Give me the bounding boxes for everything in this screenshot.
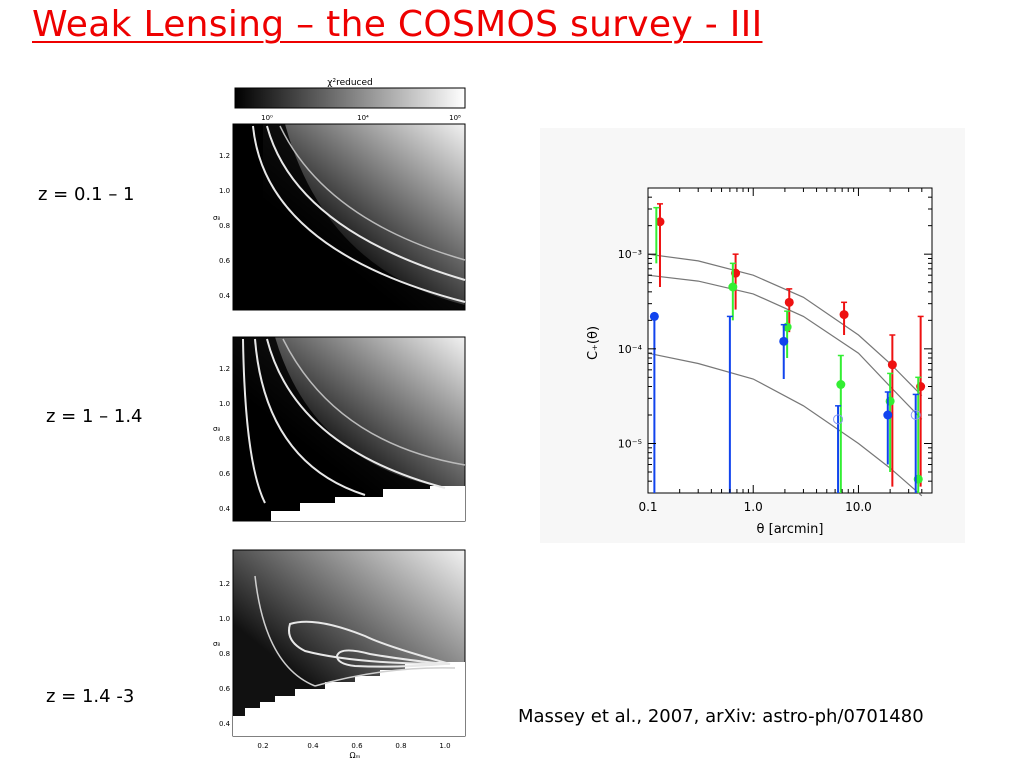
y-tick-label: 10⁻⁴ xyxy=(618,343,643,356)
data-point xyxy=(836,380,846,390)
colorbar-tick: 10⁸ xyxy=(449,114,461,122)
colorbar: χ²reduced 10⁰ 10⁴ 10⁸ xyxy=(234,78,466,122)
data-point xyxy=(655,217,665,227)
x-tick: 1.0 xyxy=(439,742,450,750)
x-tick: 0.6 xyxy=(351,742,363,750)
y-tick: 0.4 xyxy=(219,505,231,513)
y-tick-label: 10⁻³ xyxy=(618,248,642,261)
y-axis-label: σ₈ xyxy=(213,214,220,222)
data-point xyxy=(784,297,794,307)
y-tick: 0.8 xyxy=(219,435,230,443)
data-point xyxy=(833,414,844,425)
y-tick: 1.2 xyxy=(219,365,230,373)
y-tick: 0.8 xyxy=(219,222,230,230)
x-tick: 0.2 xyxy=(257,742,268,750)
x-axis-label: Ωₘ xyxy=(349,751,360,760)
data-point xyxy=(728,282,738,292)
data-point xyxy=(839,310,849,320)
colorbar-tick: 10⁴ xyxy=(357,114,369,122)
y-tick: 0.4 xyxy=(219,720,231,728)
citation: Massey et al., 2007, arXiv: astro-ph/070… xyxy=(518,706,924,727)
y-axis-label: C₊(θ) xyxy=(586,326,601,360)
redshift-label-2: z = 1 – 1.4 xyxy=(46,406,143,427)
y-tick: 0.6 xyxy=(219,470,231,478)
redshift-label-3: z = 1.4 -3 xyxy=(46,686,135,707)
y-tick: 1.2 xyxy=(219,580,230,588)
x-tick-label: 0.1 xyxy=(638,500,657,514)
x-tick-label: 10.0 xyxy=(845,500,872,514)
colorbar-tick: 10⁰ xyxy=(261,114,273,122)
y-tick: 0.6 xyxy=(219,257,231,265)
colorbar-label: χ²reduced xyxy=(327,78,372,88)
correlation-chart: 0.1 1.0 10.0 10⁻³ 10⁻⁴ 10⁻⁵ θ [arcmin] C₊(θ) xyxy=(540,128,965,543)
y-tick: 0.6 xyxy=(219,685,231,693)
data-point xyxy=(883,410,893,420)
slide-title: Weak Lensing – the COSMOS survey - III xyxy=(32,4,763,45)
x-tick: 0.8 xyxy=(395,742,406,750)
redshift-label-1: z = 0.1 – 1 xyxy=(38,184,135,205)
y-tick: 1.0 xyxy=(219,400,230,408)
x-axis-label: θ [arcmin] xyxy=(757,522,824,537)
y-tick: 1.0 xyxy=(219,615,230,623)
y-tick: 1.2 xyxy=(219,152,230,160)
x-tick-label: 1.0 xyxy=(744,500,763,514)
y-tick: 1.0 xyxy=(219,187,230,195)
contour-panel-2: σ₈ 1.2 1.0 0.8 0.6 0.4 xyxy=(213,336,466,522)
data-point xyxy=(910,410,921,421)
contour-panel-1: σ₈ 1.2 1.0 0.8 0.6 0.4 xyxy=(213,123,466,311)
y-tick: 0.8 xyxy=(219,650,230,658)
contour-panel-3: σ₈ 1.2 1.0 0.8 0.6 0.4 0.2 0.4 0.6 0.8 1… xyxy=(213,549,466,760)
data-point xyxy=(779,336,789,346)
x-tick: 0.4 xyxy=(307,742,319,750)
y-tick-label: 10⁻⁵ xyxy=(618,438,642,451)
data-point xyxy=(649,311,659,321)
y-axis-label: σ₈ xyxy=(213,640,220,648)
y-axis-label: σ₈ xyxy=(213,425,220,433)
data-point xyxy=(887,360,897,370)
y-tick: 0.4 xyxy=(219,292,231,300)
